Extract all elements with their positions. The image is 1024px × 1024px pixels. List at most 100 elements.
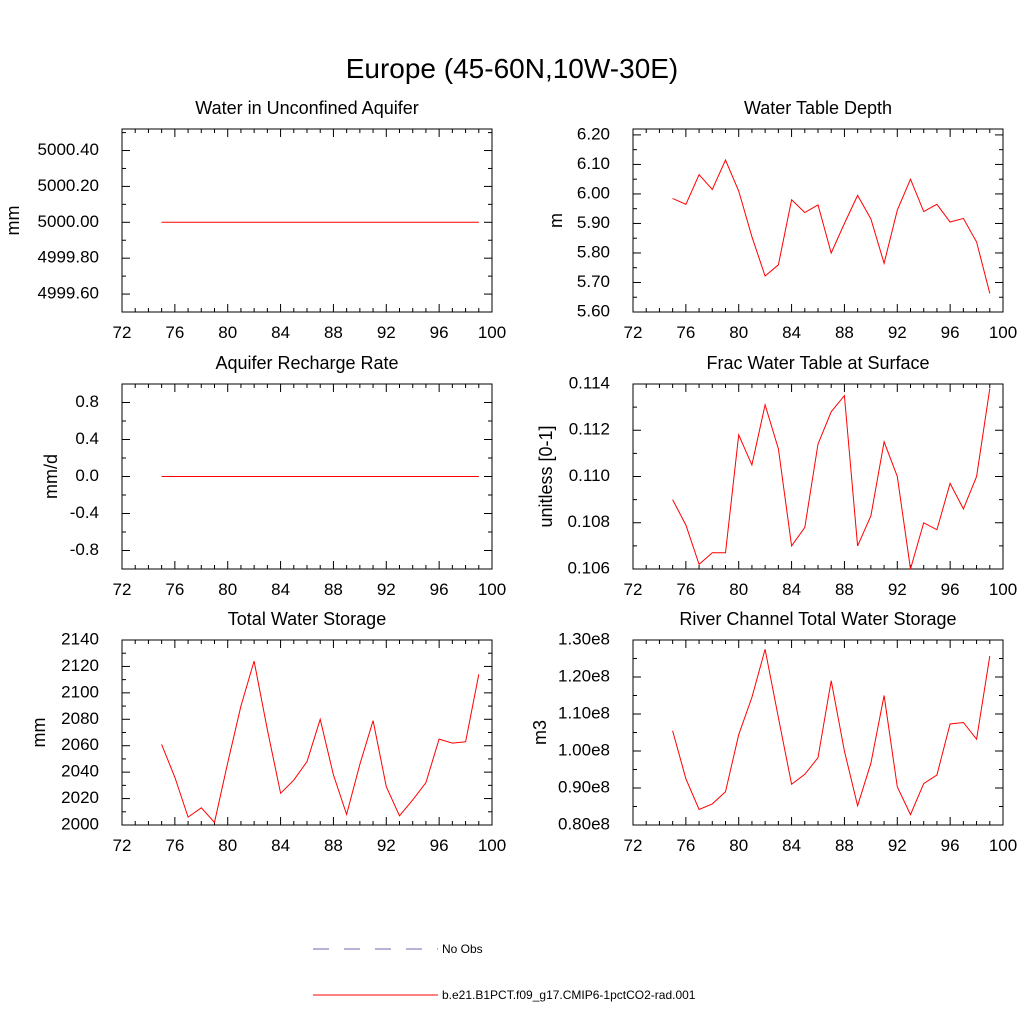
x-tick-label: 84 [782,323,801,342]
x-tick-label: 84 [271,323,290,342]
x-tick-label: 100 [989,836,1017,855]
x-tick-label: 96 [430,580,449,599]
panel-title: River Channel Total Water Storage [679,609,956,629]
panel-title: Water Table Depth [744,98,892,118]
plot-frame [121,128,493,313]
panel-title: Total Water Storage [228,609,386,629]
x-tick-label: 96 [430,836,449,855]
x-tick-label: 88 [835,323,854,342]
legend-item-1: No Obs [313,942,483,956]
y-tick-label: 2080 [61,709,99,728]
data-series-line [672,388,991,570]
y-axis-label: mm [29,718,49,748]
y-tick-label: 6.10 [577,154,610,173]
panel-title: Water in Unconfined Aquifer [195,98,418,118]
y-axis-label: unitless [0-1] [536,425,556,527]
panel-title: Frac Water Table at Surface [706,353,929,373]
y-tick-label: 0.90e8 [558,777,610,796]
x-tick-label: 100 [478,580,506,599]
x-tick-label: 92 [377,836,396,855]
x-tick-label: 80 [218,323,237,342]
data-series-line [161,660,480,824]
x-tick-label: 100 [478,323,506,342]
data-series-line [672,158,991,294]
figure-title: Europe (45-60N,10W-30E) [346,53,679,84]
x-tick-label: 92 [888,323,907,342]
y-tick-label: 0.8 [75,392,99,411]
x-tick-label: 72 [113,323,132,342]
x-tick-label: 88 [835,836,854,855]
y-tick-label: 0.114 [569,373,610,392]
y-tick-label: 2040 [61,762,99,781]
x-tick-label: 100 [989,323,1017,342]
x-tick-label: 92 [888,836,907,855]
y-tick-label: 5.90 [577,213,610,232]
x-tick-label: 96 [941,323,960,342]
plot-frame [632,128,1004,313]
y-tick-label: 0.108 [567,512,610,531]
chart-panel-1: Water in Unconfined Aquifer mm 72 76 80 84 88 9… [3,98,506,342]
x-tick-label: 84 [271,580,290,599]
y-tick-label: 0.112 [569,420,610,439]
chart-panel-6: River Channel Total Water Storage m3 72 76 8… [530,609,1017,855]
panel-title: Aquifer Recharge Rate [215,353,398,373]
legend-label: b.e21.B1PCT.f09_g17.CMIP6-1pctCO2-rad.00… [442,988,696,1002]
y-tick-label: -0.8 [70,540,99,559]
x-tick-label: 72 [624,580,643,599]
x-tick-label: 88 [324,580,343,599]
x-tick-label: 92 [377,580,396,599]
y-tick-label: 2100 [61,682,99,701]
y-tick-label: 4999.60 [38,284,99,303]
y-tick-label: 1.20e8 [558,666,610,685]
y-tick-label: 1.30e8 [558,629,610,648]
y-axis-label: m [546,213,566,228]
y-axis-label: mm [3,206,23,236]
y-axis-label: m3 [530,720,550,745]
y-tick-label: 1.00e8 [558,740,610,759]
x-tick-label: 96 [941,580,960,599]
chart-panel-2: Water Table Depth m 72 76 80 84 88 92 96 100 5.60 5… [546,98,1017,342]
x-tick-label: 80 [218,836,237,855]
x-tick-label: 76 [165,580,184,599]
y-tick-label: 1.10e8 [558,703,610,722]
x-tick-label: 80 [729,580,748,599]
panels-group: Water in Unconfined Aquifer mm 72 76 80 84 88 9… [3,98,1017,855]
y-tick-label: 6.20 [577,124,610,143]
x-tick-label: 72 [113,580,132,599]
y-tick-label: 0.106 [567,558,610,577]
x-tick-label: 76 [165,323,184,342]
y-tick-label: 0.0 [75,466,99,485]
y-tick-label: 5.60 [577,301,610,320]
x-tick-label: 84 [271,836,290,855]
y-tick-label: 4999.80 [38,248,99,267]
y-axis-label: mm/d [41,454,61,499]
y-tick-label: 0.110 [569,466,610,485]
x-tick-label: 80 [729,323,748,342]
chart-panel-5: Total Water Storage mm 72 76 80 84 88 92 96 100 20… [29,609,506,855]
x-tick-label: 96 [430,323,449,342]
x-tick-label: 92 [377,323,396,342]
y-tick-label: 5.80 [577,242,610,261]
x-tick-label: 96 [941,836,960,855]
chart-panel-3: Aquifer Recharge Rate mm/d 72 76 80 84 88 92 96 1… [41,353,506,599]
x-tick-label: 80 [729,836,748,855]
x-tick-label: 72 [624,836,643,855]
x-tick-label: 84 [782,580,801,599]
x-tick-label: 76 [676,580,695,599]
x-tick-label: 88 [835,580,854,599]
x-tick-label: 76 [676,836,695,855]
x-tick-label: 72 [113,836,132,855]
y-tick-label: 2140 [61,629,99,648]
y-tick-label: 5000.40 [38,140,99,159]
legend-label: No Obs [442,942,483,956]
x-tick-label: 100 [989,580,1017,599]
x-tick-label: 76 [165,836,184,855]
y-tick-label: 6.00 [577,183,610,202]
plot-frame [121,639,493,826]
x-tick-label: 88 [324,323,343,342]
legend: No Obs b.e21.B1PCT.f09_g17.CMIP6-1pctCO2-… [313,942,696,1002]
y-tick-label: 2020 [61,788,99,807]
chart-panel-4: Frac Water Table at Surface unitless [0-1… [536,353,1017,599]
x-tick-label: 88 [324,836,343,855]
